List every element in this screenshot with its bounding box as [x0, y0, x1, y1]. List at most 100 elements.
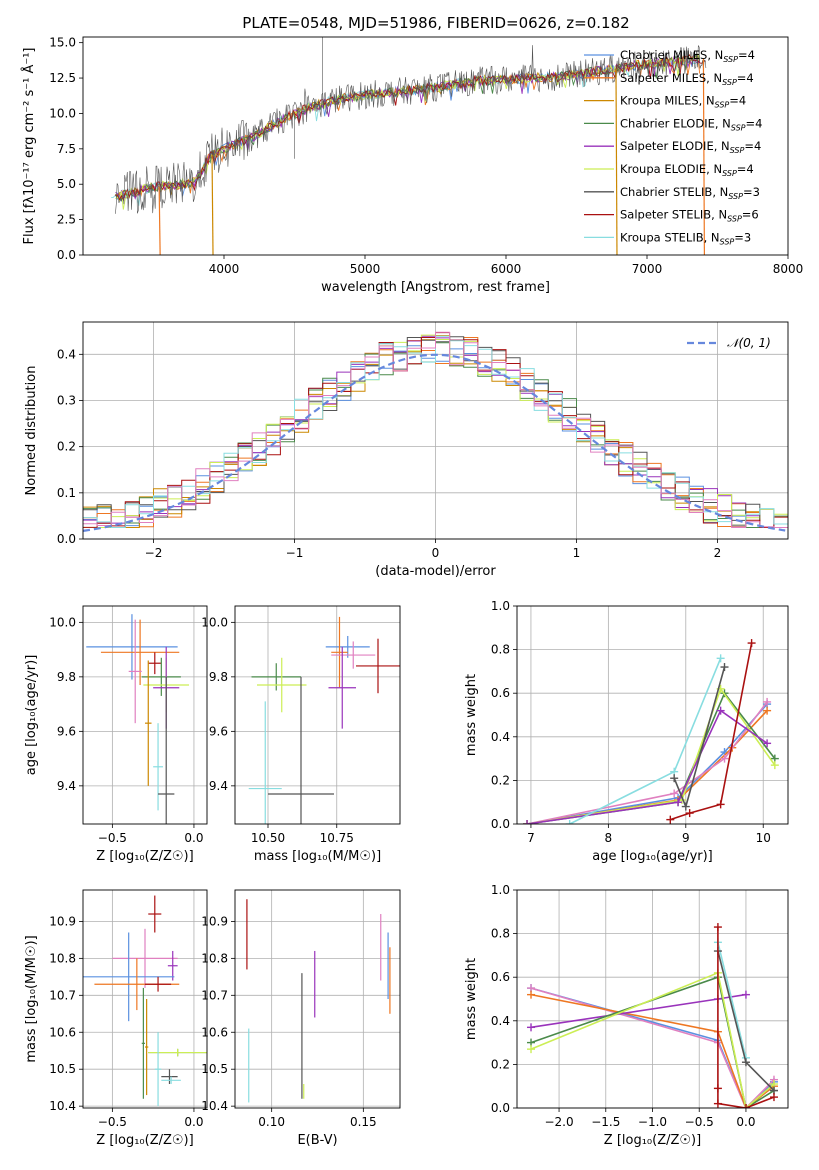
legend-subscript: SSP	[722, 78, 737, 87]
x-axis-label: mass [log₁₀(M/M☉)]	[254, 849, 381, 864]
y-tick-label: 0.4	[491, 730, 510, 744]
y-tick-label: 10.9	[201, 914, 228, 928]
gridlines-mw_vs_age	[517, 605, 788, 825]
error-bar-point	[161, 1076, 181, 1084]
plus-marker	[527, 1045, 536, 1054]
legend-text: Kroupa MILES, N	[620, 94, 715, 108]
x-tick-label: −1	[286, 546, 304, 560]
error-bar-point	[331, 641, 376, 669]
legend-entry: Salpeter MILES, NSSP=4	[620, 71, 754, 87]
gaussian-curve	[83, 353, 786, 532]
legend-subscript: SSP	[731, 123, 746, 132]
legend-text: Chabrier ELODIE, N	[620, 116, 731, 130]
y-axis-label: Normed distribution	[24, 366, 39, 496]
axes-frame	[234, 889, 401, 1109]
x-tick-label: −1.0	[638, 1115, 667, 1129]
panel-age_vs_mass: 10.50 10.75 9.4 9.6 9.8 10.0 mass [log₁₀(M/M☉)…	[201, 605, 401, 864]
y-tick-label: 10.9	[49, 914, 76, 928]
plus-marker	[666, 815, 675, 824]
gridlines-mass_vs_Z	[83, 890, 207, 1108]
panel-residuals: −2 −1 0 1 2 0.0 0.1 0.2 0.3 0.4 (data-model)/error…	[24, 321, 789, 579]
histogram-step	[83, 335, 788, 528]
y-tick-label: 0.4	[491, 1014, 510, 1028]
y-tick-label: 2.5	[57, 213, 76, 227]
plus-marker	[713, 923, 722, 932]
legend-text: Salpeter STELIB, N	[620, 208, 727, 222]
plus-marker	[716, 654, 725, 663]
y-axis-label: mass [log₁₀(M/M☉)]	[24, 935, 39, 1062]
x-tick-label: 0.0	[184, 1115, 203, 1129]
legend-text: =6	[742, 208, 759, 222]
error-bar-point	[158, 676, 175, 824]
legend-subscript: SSP	[730, 146, 745, 155]
x-axis-label: Z [log₁₀(Z/Z☉)]	[604, 1133, 701, 1148]
error-bar-point	[268, 676, 334, 824]
error-bar-point	[141, 657, 181, 696]
panel-mw_vs_age: 7 8 9 10 0.0 0.2 0.4 0.6 0.8 1.0 age [log₁₀(age/yr…	[464, 599, 789, 864]
x-tick-label: 0	[432, 546, 440, 560]
y-tick-label: 0.0	[57, 248, 76, 262]
y-tick-label: 10.7	[201, 988, 228, 1002]
error-bar-point	[145, 999, 149, 1096]
y-tick-label: 10.8	[201, 951, 228, 965]
plus-marker	[770, 761, 779, 770]
mass-weight-line	[530, 971, 775, 1108]
plus-marker	[720, 754, 729, 763]
y-tick-label: 1.0	[491, 883, 510, 897]
x-tick-label: 9	[682, 831, 690, 845]
plus-marker	[769, 1093, 778, 1102]
plus-marker	[763, 739, 772, 748]
y-tick-label: 5.0	[57, 177, 76, 191]
mass-weight-line	[526, 709, 768, 824]
legend-subscript: SSP	[720, 237, 735, 246]
y-tick-label: 0.2	[57, 440, 76, 454]
y-tick-label: 9.8	[209, 670, 228, 684]
gridlines-age_vs_mass	[235, 606, 400, 824]
plot-area-age_vs_Z	[86, 614, 190, 824]
legend-entry: Kroupa STELIB, NSSP=3	[620, 230, 751, 246]
error-bar-point	[145, 660, 152, 786]
y-tick-label: 10.0	[49, 615, 76, 629]
plus-marker	[527, 1023, 536, 1032]
plus-marker	[685, 809, 694, 818]
panel-spectrum: 4000 5000 6000 7000 8000 0.0 2.5 5.0 7.5 10.0 12.5…	[21, 36, 803, 295]
y-axis-label: age [log₁₀(age/yr)]	[24, 655, 39, 776]
error-bar-point	[112, 928, 178, 988]
axes-frame	[516, 889, 789, 1109]
error-bar-point	[141, 987, 145, 1099]
legend-entry: Kroupa MILES, NSSP=4	[620, 94, 746, 110]
legend-subscript: SSP	[715, 101, 730, 110]
x-tick-label: 2	[714, 546, 722, 560]
legend-subscript: SSP	[722, 169, 737, 178]
legend-entry: Kroupa ELODIE, NSSP=4	[620, 162, 754, 178]
y-tick-label: 0.8	[491, 643, 510, 657]
legend-text: =4	[737, 162, 754, 176]
plus-marker	[763, 697, 772, 706]
plus-marker	[747, 639, 756, 648]
panel-mw_vs_Z: −2.0 −1.5 −1.0 −0.5 0.0 0.0 0.2 0.4 0.6 0.8 1.0 Z […	[464, 883, 789, 1148]
x-tick-label: 7000	[632, 262, 663, 276]
legend-entry: Salpeter STELIB, NSSP=6	[620, 208, 759, 224]
y-tick-label: 9.4	[57, 779, 76, 793]
x-tick-label: 5000	[350, 262, 381, 276]
plus-marker	[716, 800, 725, 809]
legend-subscript: SSP	[727, 215, 742, 224]
y-tick-label: 0.2	[491, 773, 510, 787]
y-tick-label: 9.6	[57, 724, 76, 738]
error-bar-point	[161, 1069, 178, 1084]
x-axis-label: wavelength [Angstrom, rest frame]	[321, 280, 550, 295]
y-tick-label: 9.4	[209, 779, 228, 793]
y-axis-label: mass weight	[464, 958, 479, 1040]
legend-text: =3	[743, 185, 760, 199]
y-tick-label: 10.0	[201, 615, 228, 629]
y-tick-label: 0.4	[57, 347, 76, 361]
x-axis-label: Z [log₁₀(Z/Z☉)]	[96, 849, 193, 864]
error-bar-point	[248, 701, 282, 824]
axes-frame	[234, 605, 401, 825]
x-axis-label: E(B-V)	[297, 1133, 337, 1148]
x-tick-label: −2	[145, 546, 163, 560]
plus-marker	[741, 1058, 750, 1067]
x-tick-label: −0.5	[685, 1115, 714, 1129]
spectrum-drop	[211, 154, 214, 255]
